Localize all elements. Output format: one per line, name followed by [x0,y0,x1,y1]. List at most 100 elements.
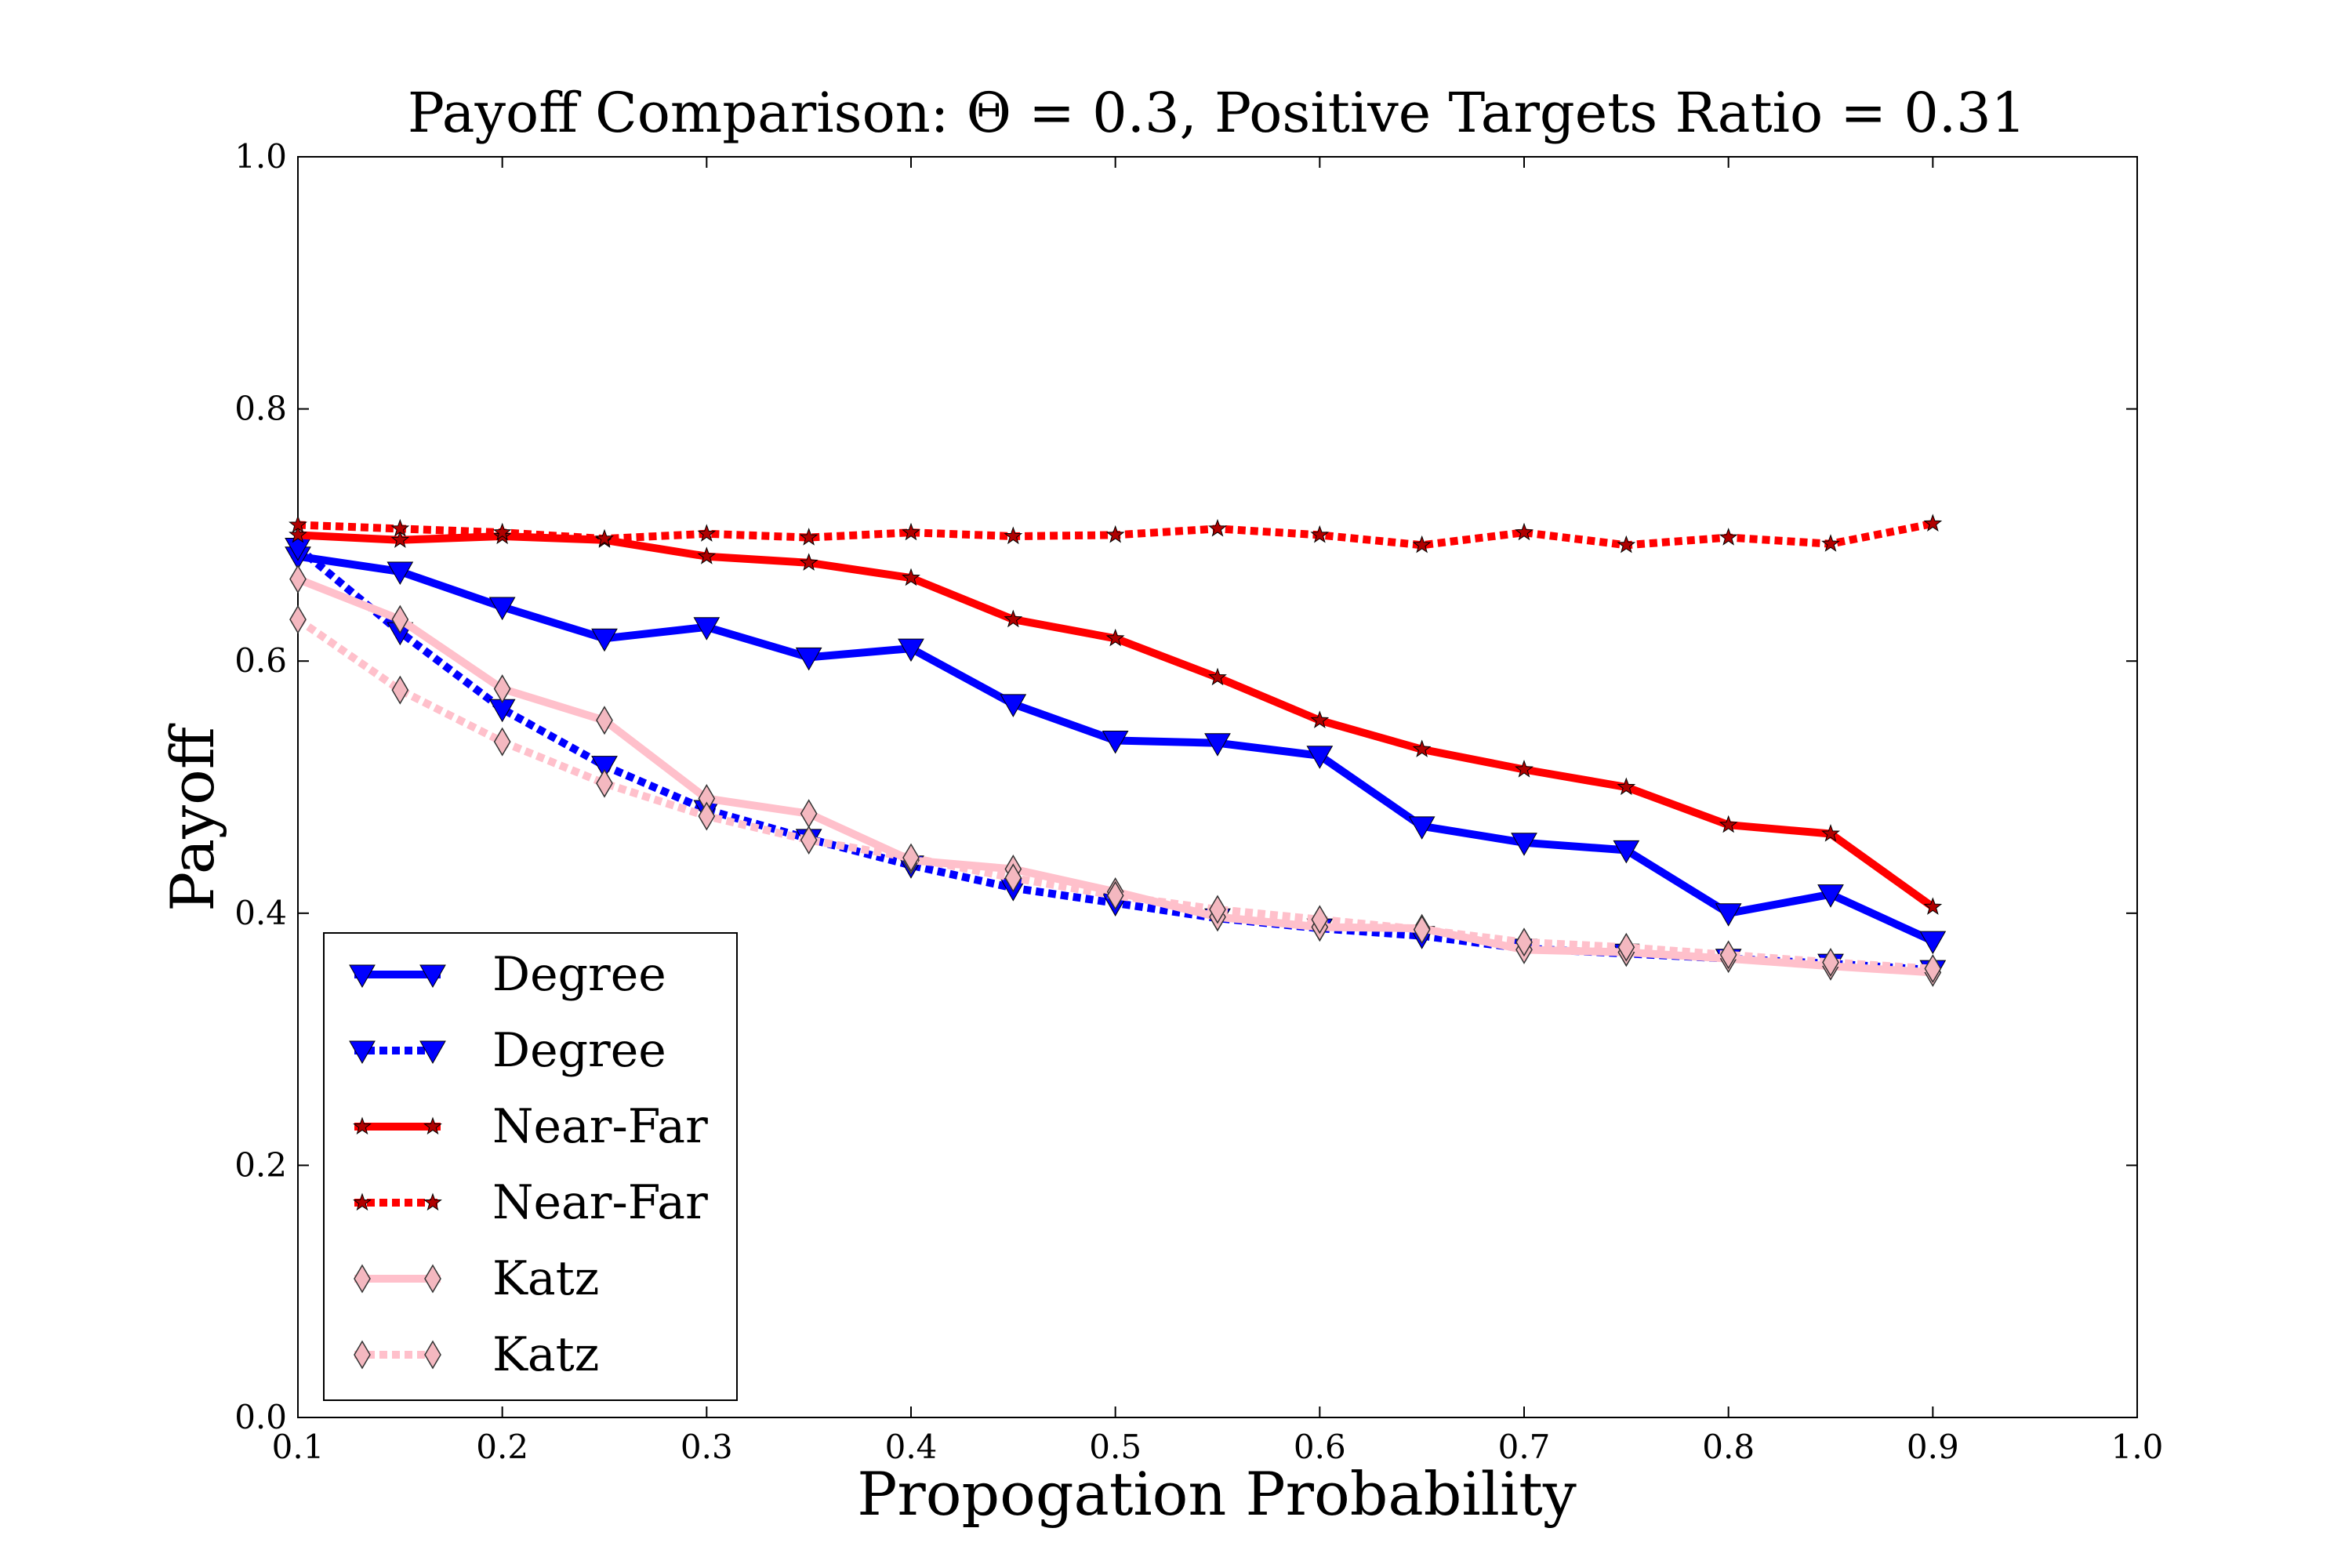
legend-label: Katz [492,1251,599,1306]
series-near-far-solid [289,524,1943,915]
data-point [349,1040,376,1065]
data-point [1923,514,1943,532]
data-point [1208,518,1227,537]
data-point [488,597,516,621]
legend-label: Near-Far [492,1099,708,1154]
data-point [1310,524,1330,543]
data-point [289,564,307,594]
data-point [391,604,409,634]
data-point [902,522,920,541]
x-tick-label: 0.6 [1294,1428,1346,1466]
data-point [1105,628,1125,647]
data-point [1719,815,1738,833]
data-point [595,528,614,547]
data-point [391,675,409,705]
data-point [1004,863,1022,893]
data-point [349,964,376,989]
data-point [424,1340,441,1370]
x-tick-label: 0.9 [1907,1428,1959,1466]
legend-frame [323,932,738,1401]
data-point [1515,522,1534,541]
data-point [1515,760,1534,778]
data-point [591,628,618,652]
x-tick-label: 0.3 [681,1428,733,1466]
data-point [289,524,307,543]
data-point [898,638,924,662]
data-point [289,514,307,533]
data-point [1412,739,1432,757]
data-point [419,1040,446,1065]
data-point [596,706,613,735]
data-point [1004,526,1023,545]
y-tick-label: 0.4 [234,894,287,932]
series-layer [285,514,1947,987]
data-point [354,1264,371,1294]
data-point [1511,833,1537,856]
data-point [1719,940,1737,970]
x-tick-label: 0.7 [1498,1428,1551,1466]
legend: Degree Degree Near-Far Near-Far Katz Katz [323,932,738,1401]
data-point [1209,895,1226,924]
data-point [1817,884,1844,908]
data-point [1617,932,1635,962]
data-point [423,1192,442,1211]
data-point [693,617,720,641]
x-tick-label: 0.1 [272,1428,325,1466]
data-point [1004,609,1023,628]
data-point [1719,528,1738,546]
y-tick-label: 1.0 [234,137,287,176]
data-point [492,522,512,541]
series-degree-solid [285,546,1947,955]
data-point [1821,534,1840,552]
x-axis-label: Propogation Probability [857,1459,1577,1529]
series-katz-dotted [289,604,1942,984]
data-point [1204,733,1231,757]
legend-label: Degree [492,947,666,1002]
data-point [800,826,818,855]
data-point [1715,903,1742,927]
legend-label: Degree [492,1023,666,1078]
y-tick-label: 0.2 [234,1145,287,1184]
x-tick-label: 0.4 [885,1428,938,1466]
data-point [419,964,446,989]
data-point [795,647,822,671]
data-point [1311,905,1329,935]
data-point [1821,823,1840,842]
data-point [493,727,511,757]
data-point [424,1264,441,1294]
data-point [1408,816,1436,840]
data-point [1105,524,1125,543]
data-point [698,801,716,831]
axis-ticks: 0.1 0.2 0.3 0.4 0.5 0.6 0.7 0.8 0.9 1.0 0.0 0.2 0.4 0… [234,137,2163,1466]
data-point [1923,897,1943,915]
data-point [1924,954,1942,984]
data-point [1617,535,1636,554]
data-point [390,530,410,548]
data-point [1310,710,1330,728]
data-point [1919,931,1947,955]
y-tick-label: 0.6 [234,641,287,680]
data-point [1208,667,1227,686]
data-point [1000,694,1027,717]
y-axis-label: Payoff [158,723,227,912]
y-tick-label: 0.8 [234,390,287,428]
data-point [1106,880,1124,910]
data-point [596,768,613,798]
data-point [353,1192,372,1211]
x-tick-label: 1.0 [2111,1428,2164,1466]
data-point [902,843,920,873]
x-tick-label: 0.2 [476,1428,528,1466]
x-tick-label: 0.5 [1089,1428,1142,1466]
data-point [289,604,307,634]
legend-label: Katz [492,1327,599,1382]
data-point [1613,840,1640,864]
data-point [799,553,818,571]
legend-label: Near-Far [492,1175,708,1230]
data-point [697,524,717,542]
data-point [902,568,920,586]
series-near-far-dotted [289,514,1943,554]
data-point [493,674,511,704]
y-tick-label: 0.0 [234,1398,287,1436]
data-point [354,1340,371,1370]
